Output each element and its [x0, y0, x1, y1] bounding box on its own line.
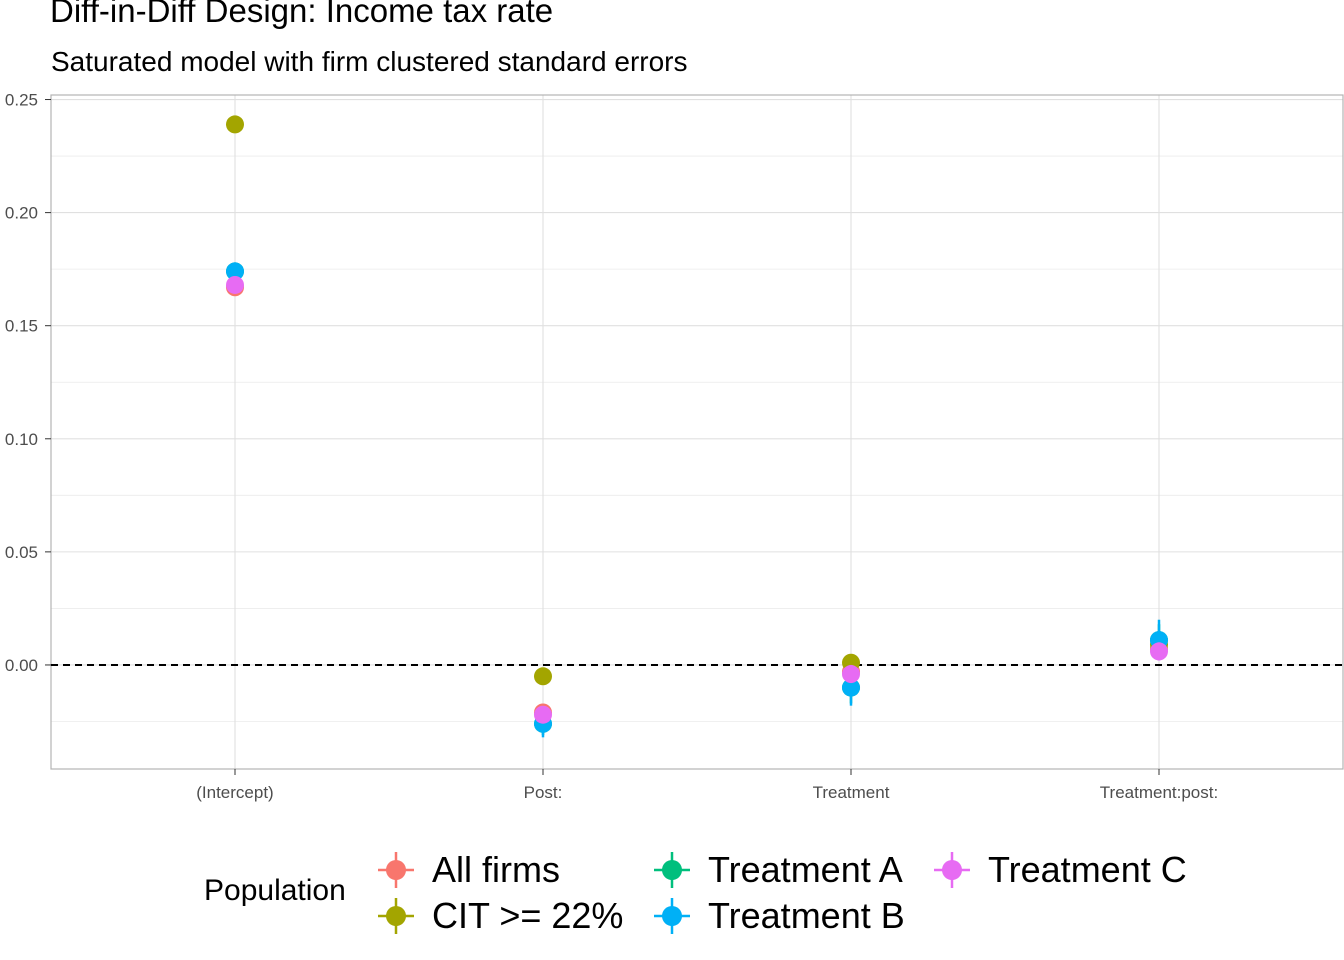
data-point	[226, 275, 244, 294]
legend-title: Population	[204, 874, 346, 907]
data-point	[226, 115, 244, 134]
legend-key-point	[386, 906, 406, 926]
legend-item: Treatment A	[650, 848, 903, 892]
data-point	[534, 667, 552, 686]
legend-label: All firms	[432, 849, 560, 890]
legend-key-icon	[654, 852, 690, 888]
legend-item: CIT >= 22%	[374, 894, 623, 938]
y-tick-label: 0.15	[5, 317, 38, 336]
chart-title: Diff-in-Diff Design: Income tax rate	[50, 0, 554, 29]
legend-key-point	[386, 860, 406, 880]
y-tick-label: 0.25	[5, 91, 38, 110]
legend-key-icon	[934, 852, 970, 888]
panel-border	[50, 94, 1344, 770]
legend-item: Treatment B	[650, 894, 905, 938]
x-tick-label: Treatment	[813, 783, 890, 802]
y-tick-label: 0.05	[5, 543, 38, 562]
x-tick-label: Post:	[524, 783, 563, 802]
x-tick-label: Treatment:post:	[1100, 783, 1218, 802]
legend-item: All firms	[374, 848, 560, 892]
y-tick-label: 0.00	[5, 656, 38, 675]
y-tick-label: 0.20	[5, 204, 38, 223]
data-point	[842, 678, 860, 697]
x-tick-label: (Intercept)	[196, 783, 273, 802]
legend-key-icon	[378, 852, 414, 888]
legend-label: Treatment A	[708, 849, 903, 890]
legend-key-point	[662, 860, 682, 880]
legend-item: Treatment C	[930, 848, 1187, 892]
legend-key-icon	[378, 898, 414, 934]
y-tick-label: 0.10	[5, 430, 38, 449]
legend-key-point	[942, 860, 962, 880]
data-point	[226, 262, 244, 281]
legend-label: Treatment B	[708, 895, 905, 936]
data-point	[842, 665, 860, 684]
legend-key-point	[662, 906, 682, 926]
data-point	[1150, 642, 1168, 661]
legend-label: Treatment C	[988, 849, 1187, 890]
data-point	[534, 705, 552, 724]
chart-subtitle: Saturated model with firm clustered stan…	[51, 46, 688, 77]
legend-key-icon	[654, 898, 690, 934]
legend-label: CIT >= 22%	[432, 895, 624, 936]
